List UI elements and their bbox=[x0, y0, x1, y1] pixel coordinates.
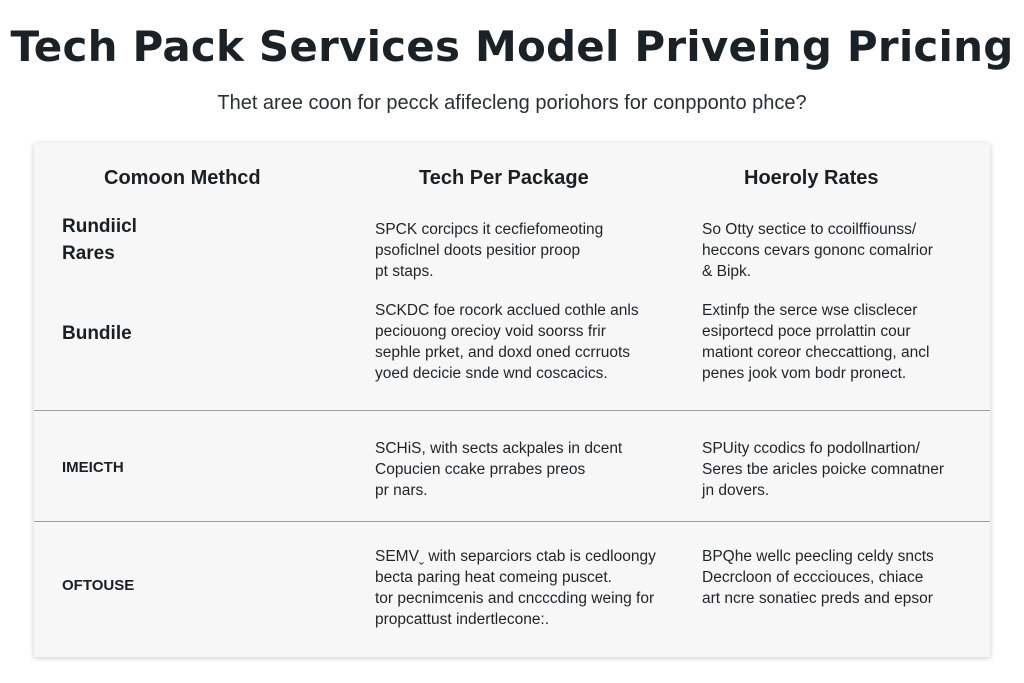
cell-line: sephle prket, and doxd oned ccrruots bbox=[375, 344, 631, 361]
cell-line: propcattust indertlecone:. bbox=[375, 611, 550, 628]
cell-line: becta paring heat comeing puscet. bbox=[375, 569, 612, 586]
cell-line: Copucien ccake prrabes preos bbox=[375, 461, 586, 478]
cell-line: pt staps. bbox=[375, 263, 434, 280]
cell-line: esiportecd poce prrolattin cour bbox=[702, 323, 911, 340]
row-label-bundile: Bundile bbox=[62, 323, 132, 344]
cell-line: Extinfp the serce wse clisclecer bbox=[702, 302, 918, 319]
cell-line: art ncre sonatiec preds and epsor bbox=[702, 590, 933, 607]
row-label-imeicth: IMEICTH bbox=[62, 459, 124, 476]
cell-line: peciouong orecioy void soorss frir bbox=[375, 323, 606, 340]
table-cell-package-2: SCKDC foe rocork acclued cothle anls pec… bbox=[375, 300, 639, 384]
cell-line: jn dovers. bbox=[702, 482, 770, 499]
column-header-hourly-rates: Hoeroly Rates bbox=[744, 167, 879, 189]
cell-line: SCKDC foe rocork acclued cothle anls bbox=[375, 302, 639, 319]
table-cell-package-1: SPCK corcipcs it cecfiefomeoting psoficl… bbox=[375, 219, 603, 282]
cell-line: & Bipk. bbox=[702, 263, 752, 280]
cell-line: tor pecnimcenis and cncccding weing for bbox=[375, 590, 655, 607]
cell-line: pr nars. bbox=[375, 482, 428, 499]
cell-line: yoed decicie snde wnd coscacics. bbox=[375, 365, 608, 382]
cell-line: SEMVˬ with separciors ctab is cedloongy bbox=[375, 548, 656, 565]
row-label-rundiicl-rares: Rundiicl Rares bbox=[62, 216, 137, 264]
table-cell-hourly-1: So Otty sectice to ccoilffiounss/ heccon… bbox=[702, 219, 933, 282]
table-cell-hourly-4: BPQhe wellc peecling celdy sncts Decrclo… bbox=[702, 546, 934, 609]
table-cell-package-4: SEMVˬ with separciors ctab is cedloongy … bbox=[375, 546, 656, 630]
page-title: Tech Pack Services Model Priveing Pricin… bbox=[10, 22, 1014, 71]
column-header-common-method: Comoon Methcd bbox=[104, 167, 261, 189]
cell-line: SPCK corcipcs it cecfiefomeoting bbox=[375, 221, 604, 238]
cell-line: So Otty sectice to ccoilffiounss/ bbox=[702, 221, 917, 238]
cell-line: BPQhe wellc peecling celdy sncts bbox=[702, 548, 934, 565]
cell-line: mationt coreor checcattiong, ancl bbox=[702, 344, 930, 361]
table-cell-package-3: SCHiS, with sects ackpales in dcent Copu… bbox=[375, 438, 622, 501]
cell-line: psoficlnel doots pesitior proop bbox=[375, 242, 581, 259]
cell-line: Decrcloon of eccciouces, chiace bbox=[702, 569, 924, 586]
cell-line: heccons cevars gononc comalrior bbox=[702, 242, 933, 259]
row-label-oftouse: OFTOUSE bbox=[62, 577, 135, 594]
row-divider bbox=[34, 410, 990, 411]
cell-line: penes jook vom bodr pronect. bbox=[702, 365, 907, 382]
row-divider bbox=[34, 521, 990, 522]
cell-line: Seres tbe aricles poicke comnatner bbox=[702, 461, 945, 478]
cell-line: SCHiS, with sects ackpales in dcent bbox=[375, 440, 623, 457]
page-subtitle: Thet aree coon for pecck afifecleng pori… bbox=[217, 92, 807, 114]
column-header-tech-per-package: Tech Per Package bbox=[419, 167, 589, 189]
table-cell-hourly-3: SPUity ccodics fo podollnartion/ Seres t… bbox=[702, 438, 944, 501]
table-cell-hourly-2: Extinfp the serce wse clisclecer esiport… bbox=[702, 300, 929, 384]
cell-line: SPUity ccodics fo podollnartion/ bbox=[702, 440, 920, 457]
pricing-table: Comoon Methcd Tech Per Package Hoeroly R… bbox=[34, 143, 990, 657]
